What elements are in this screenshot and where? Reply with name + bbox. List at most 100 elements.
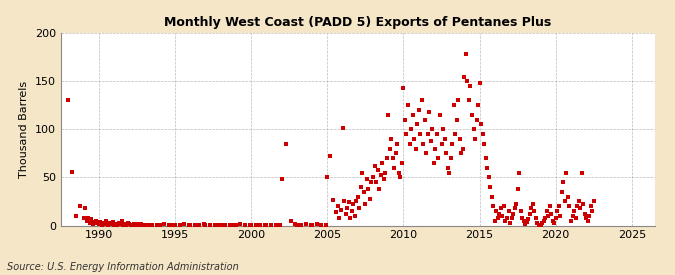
Point (380, 170, 391, 175)
Point (410, 146, 421, 151)
Point (427, 127, 438, 131)
Point (384, 146, 395, 151)
Point (84, 220, 95, 225)
Point (333, 204, 344, 208)
Point (401, 132, 412, 136)
Point (339, 199, 350, 204)
Point (368, 175, 379, 180)
Point (305, 222, 316, 227)
Point (400, 117, 410, 122)
Point (442, 166, 453, 170)
Point (133, 221, 144, 226)
Point (487, 194, 497, 199)
Point (443, 170, 454, 175)
Point (190, 222, 200, 227)
Point (86, 217, 97, 221)
Point (587, 209, 597, 213)
Point (184, 222, 194, 227)
Point (558, 180, 569, 184)
Point (416, 98, 427, 103)
Point (224, 222, 235, 227)
Point (424, 110, 435, 114)
Point (406, 127, 416, 131)
Point (556, 190, 567, 194)
Point (476, 122, 487, 127)
Point (362, 177, 373, 182)
Point (512, 187, 523, 191)
Point (419, 117, 430, 122)
Point (477, 132, 488, 136)
Point (364, 196, 375, 201)
Point (465, 84, 476, 88)
Point (349, 214, 360, 218)
Point (552, 209, 563, 213)
Point (538, 218, 549, 223)
Point (306, 222, 317, 227)
Point (550, 216, 561, 220)
Point (255, 222, 266, 227)
Point (220, 222, 231, 227)
Point (383, 113, 394, 117)
Point (521, 219, 532, 224)
Point (471, 117, 482, 122)
Point (518, 218, 529, 223)
Point (381, 156, 392, 160)
Point (537, 220, 547, 225)
Point (566, 218, 576, 223)
Point (169, 222, 180, 227)
Point (372, 167, 383, 172)
Point (163, 222, 174, 227)
Point (460, 52, 471, 56)
Point (346, 209, 357, 213)
Point (200, 222, 211, 227)
Point (122, 220, 133, 225)
Point (423, 132, 433, 136)
Point (334, 216, 345, 220)
Point (462, 79, 472, 83)
Point (90, 218, 101, 223)
Point (78, 216, 89, 220)
Point (229, 222, 240, 227)
Point (121, 222, 132, 227)
Point (481, 156, 491, 160)
Point (103, 222, 113, 227)
Point (92, 220, 103, 225)
Point (500, 218, 511, 223)
Point (489, 218, 500, 223)
Point (520, 221, 531, 226)
Point (483, 175, 494, 180)
Point (286, 218, 296, 223)
Point (482, 166, 493, 170)
Point (348, 202, 358, 207)
Point (352, 194, 363, 199)
Point (527, 202, 538, 207)
Point (377, 161, 387, 165)
Point (439, 137, 450, 141)
Point (134, 222, 145, 227)
Point (214, 222, 225, 227)
Point (374, 187, 385, 191)
Point (454, 137, 465, 141)
Point (531, 216, 541, 220)
Point (584, 214, 595, 218)
Point (363, 187, 374, 191)
Point (534, 222, 545, 227)
Point (265, 222, 276, 227)
Point (101, 218, 112, 223)
Point (316, 222, 327, 227)
Point (246, 222, 256, 227)
Point (322, 175, 333, 180)
Point (491, 209, 502, 213)
Point (328, 198, 339, 203)
Point (261, 222, 272, 227)
Point (89, 219, 100, 224)
Point (74, 204, 85, 208)
Point (502, 216, 512, 220)
Point (499, 204, 510, 208)
Point (572, 204, 583, 208)
Point (494, 212, 505, 216)
Point (244, 222, 255, 227)
Point (547, 218, 558, 223)
Point (174, 222, 185, 227)
Point (151, 222, 162, 227)
